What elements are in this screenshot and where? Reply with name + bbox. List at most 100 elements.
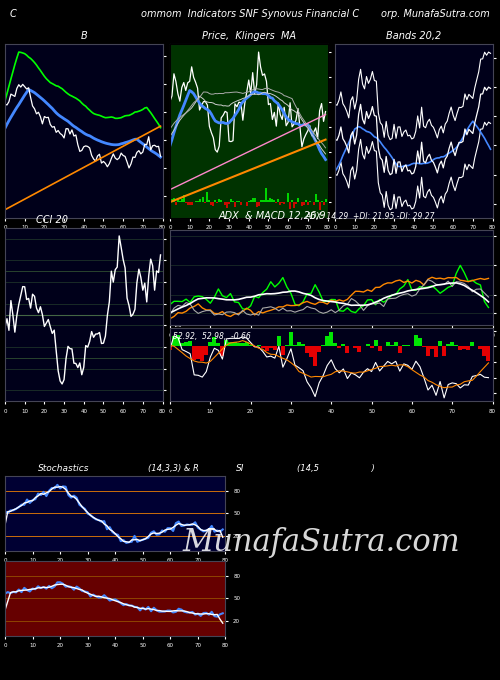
Bar: [172, 336, 176, 346]
Bar: [317, 346, 321, 352]
Bar: [214, 201, 216, 202]
Bar: [181, 199, 183, 202]
Bar: [305, 346, 309, 353]
Bar: [297, 343, 301, 346]
Bar: [278, 199, 280, 202]
Bar: [478, 346, 482, 349]
Bar: [240, 202, 242, 205]
Bar: [324, 199, 326, 202]
Text: C: C: [10, 9, 17, 18]
Bar: [454, 345, 458, 346]
Text: ommom  Indicators SNF Synovus Financial C: ommom Indicators SNF Synovus Financial C: [141, 9, 359, 18]
Bar: [218, 199, 220, 202]
Bar: [230, 199, 232, 202]
Bar: [272, 199, 274, 202]
Bar: [281, 202, 283, 203]
Bar: [321, 345, 325, 346]
Bar: [198, 199, 200, 202]
Bar: [442, 346, 446, 356]
Bar: [246, 202, 248, 207]
Bar: [252, 198, 254, 202]
Bar: [285, 345, 289, 346]
Bar: [236, 343, 240, 346]
Bar: [370, 346, 374, 348]
Bar: [177, 199, 179, 202]
Bar: [204, 202, 206, 203]
Bar: [280, 202, 281, 205]
Bar: [188, 202, 190, 205]
Bar: [212, 202, 214, 206]
Bar: [466, 346, 470, 350]
Bar: [398, 346, 402, 352]
Bar: [283, 202, 285, 204]
Text: Bands 20,2: Bands 20,2: [386, 31, 442, 41]
Bar: [185, 202, 186, 203]
Bar: [486, 346, 490, 361]
Bar: [446, 343, 450, 346]
Bar: [175, 202, 177, 205]
Bar: [248, 345, 252, 346]
Text: ADX: 14.29  +DI: 21.95 -DI: 29.27: ADX: 14.29 +DI: 21.95 -DI: 29.27: [306, 212, 435, 221]
Bar: [426, 346, 430, 356]
Bar: [269, 346, 273, 348]
Text: SI: SI: [236, 464, 244, 473]
Text: orp. MunafaSutra.com: orp. MunafaSutra.com: [382, 9, 490, 18]
Bar: [418, 338, 422, 346]
Bar: [260, 200, 262, 202]
Bar: [224, 202, 226, 205]
Bar: [216, 343, 220, 346]
Bar: [334, 343, 338, 346]
Bar: [202, 197, 204, 202]
Bar: [234, 202, 236, 207]
Bar: [293, 345, 297, 346]
Bar: [378, 346, 382, 351]
Bar: [220, 346, 224, 356]
Bar: [386, 342, 390, 346]
Bar: [406, 345, 410, 346]
Bar: [289, 202, 291, 209]
Bar: [342, 344, 345, 346]
Bar: [274, 200, 276, 202]
Bar: [390, 345, 394, 346]
Bar: [176, 335, 180, 346]
Bar: [208, 200, 210, 202]
Bar: [244, 342, 248, 346]
Bar: [180, 343, 184, 346]
Bar: [250, 200, 252, 202]
Bar: [206, 192, 208, 202]
Bar: [270, 198, 272, 202]
Bar: [240, 343, 244, 346]
Bar: [232, 201, 234, 202]
Bar: [434, 346, 438, 357]
Bar: [196, 201, 198, 202]
Bar: [430, 346, 434, 350]
Bar: [358, 346, 362, 352]
Bar: [212, 337, 216, 346]
Bar: [287, 193, 289, 202]
Bar: [329, 332, 334, 346]
Text: 52.92,  52.98,  -0.66: 52.92, 52.98, -0.66: [173, 332, 251, 341]
Bar: [254, 198, 256, 202]
Bar: [470, 342, 474, 346]
Bar: [256, 202, 258, 207]
Bar: [394, 341, 398, 346]
Bar: [305, 199, 307, 202]
Bar: [354, 346, 358, 348]
Bar: [264, 346, 269, 351]
Bar: [316, 200, 318, 202]
Text: Price,  Klingers  MA: Price, Klingers MA: [202, 31, 296, 41]
Bar: [366, 344, 370, 346]
Bar: [312, 202, 314, 205]
Bar: [168, 346, 172, 350]
Bar: [200, 346, 204, 361]
Bar: [309, 201, 311, 202]
Bar: [264, 200, 266, 202]
Bar: [210, 202, 212, 205]
Bar: [301, 343, 305, 346]
Bar: [256, 345, 260, 346]
Bar: [184, 342, 188, 346]
Bar: [248, 201, 250, 202]
Bar: [204, 346, 208, 355]
Bar: [171, 199, 173, 202]
Bar: [277, 336, 281, 346]
